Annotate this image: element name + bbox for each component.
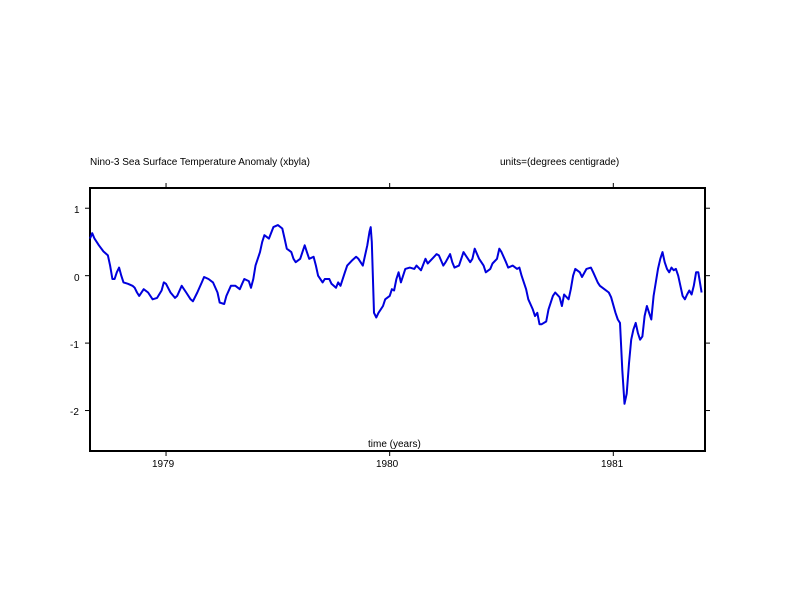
y-tick-label-minus2: -2 — [70, 407, 79, 418]
axis-ticks — [85, 183, 710, 456]
y-tick-label-0: 0 — [74, 273, 80, 284]
plot-frame — [89, 187, 706, 452]
x-tick-label-1981: 1981 — [601, 459, 624, 470]
x-tick-label-1980: 1980 — [376, 459, 399, 470]
x-tick-label-1979: 1979 — [152, 459, 175, 470]
series-line — [89, 224, 703, 405]
chart-title: Nino-3 Sea Surface Temperature Anomaly (… — [90, 157, 310, 168]
y-tick-label-minus1: -1 — [70, 340, 79, 351]
x-axis-label: time (years) — [368, 439, 421, 450]
chart-units: units=(degrees centigrade) — [500, 157, 620, 168]
y-tick-label-1: 1 — [74, 205, 80, 216]
